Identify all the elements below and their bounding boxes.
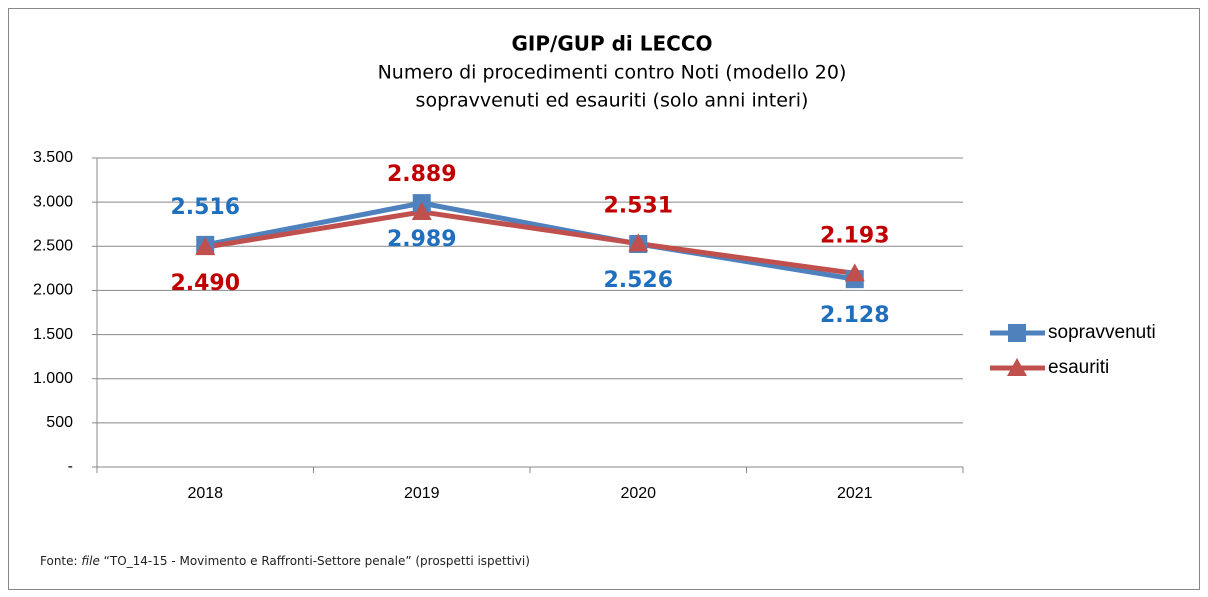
- y-tick-label: 3.000: [33, 193, 73, 210]
- legend-label: esauriti: [1048, 357, 1109, 378]
- source-part: Fonte:: [40, 554, 81, 568]
- source-part: file: [81, 554, 99, 568]
- data-label: 2.516: [170, 195, 240, 220]
- legend-marker: [1007, 358, 1027, 376]
- legend-label: sopravvenuti: [1048, 322, 1156, 343]
- data-label: 2.128: [820, 303, 890, 328]
- data-point: [195, 237, 216, 256]
- data-point: [411, 201, 432, 220]
- data-label: 2.989: [387, 227, 457, 252]
- y-tick-label: 3.500: [33, 149, 73, 166]
- series-line: [204, 200, 856, 282]
- y-tick-label: 2.500: [33, 238, 73, 255]
- chart-subtitle: sopravvenuti ed esauriti (solo anni inte…: [416, 90, 809, 112]
- data-label: 2.526: [603, 268, 673, 293]
- y-tick-label: 2.000: [33, 282, 73, 299]
- x-tick-label: 2020: [620, 485, 656, 502]
- data-label: 2.193: [820, 223, 890, 248]
- chart-subtitle: Numero di procedimenti contro Noti (mode…: [378, 62, 847, 84]
- x-tick-label: 2021: [837, 485, 873, 502]
- series-line: [204, 209, 856, 276]
- data-label: 2.889: [387, 162, 457, 187]
- y-tick-label: -: [68, 458, 73, 475]
- data-point: [628, 233, 649, 252]
- source-note: Fonte: file “TO_14-15 - Movimento e Raff…: [40, 554, 530, 568]
- chart-title: GIP/GUP di LECCO: [512, 32, 713, 56]
- data-label: 2.490: [170, 271, 240, 296]
- x-tick-label: 2018: [187, 485, 223, 502]
- data-point: [844, 263, 865, 282]
- source-part: “TO_14-15 - Movimento e Raffronti-Settor…: [100, 554, 530, 568]
- chart-border: [8, 8, 1200, 590]
- y-tick-label: 1.000: [33, 370, 73, 387]
- legend-marker: [1008, 324, 1026, 342]
- data-label: 2.531: [603, 194, 673, 219]
- x-tick-label: 2019: [404, 485, 440, 502]
- y-tick-label: 1.500: [33, 326, 73, 343]
- y-tick-label: 500: [46, 414, 73, 431]
